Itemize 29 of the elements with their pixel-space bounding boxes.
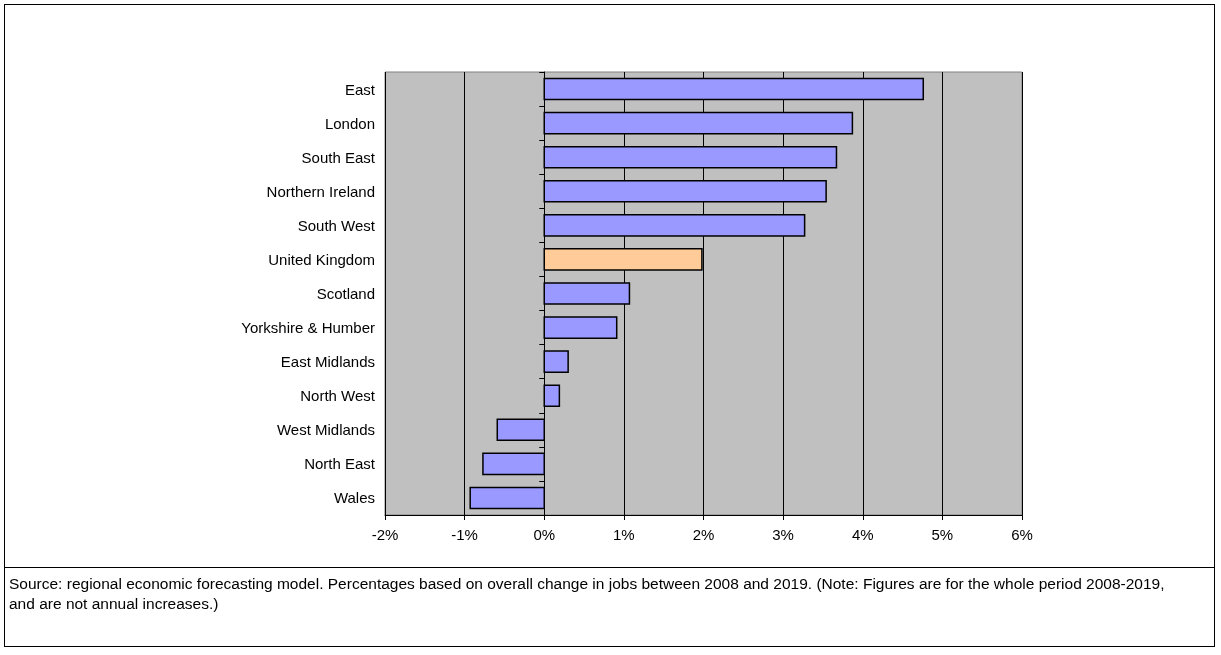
y-tick-label: West Midlands [276,421,375,439]
x-tick-label: 0% [533,526,556,543]
bar [543,316,618,339]
y-tick-label: Wales [333,489,375,507]
x-tick-label: 6% [1011,526,1033,543]
x-tick-label: 1% [613,526,635,543]
bar [482,452,545,476]
y-tick-label: Yorkshire & Humber [241,319,375,337]
bar [496,418,545,442]
x-tick-label: 5% [931,526,954,543]
source-note: Source: regional economic forecasting model. Percentages based on overall change in jobs between 2008 and 2019. (Note: Figures are for the whole period 2008-2019, and are not annual increases.) [5,567,1214,620]
y-tick-label: South West [297,216,376,234]
y-tick-label: East Midlands [280,353,375,371]
y-tick-label: Scotland [316,285,375,302]
x-tick-label: -1% [451,526,478,543]
bar [543,384,561,408]
y-tick-label: United Kingdom [268,250,375,268]
y-tick-label: North East [304,455,376,473]
y-tick-label: South East [301,148,376,166]
y-tick-label: Northern Ireland [266,182,375,200]
y-tick-label: North West [300,387,376,405]
x-tick-label: -2% [371,526,399,543]
bar [469,486,545,510]
x-tick-label: 2% [692,526,715,543]
x-tick-label: 4% [851,526,874,543]
bar [543,350,569,373]
y-tick-label: London [324,114,375,132]
x-tick-label: 3% [772,526,794,543]
y-tick-label: East [344,80,376,98]
